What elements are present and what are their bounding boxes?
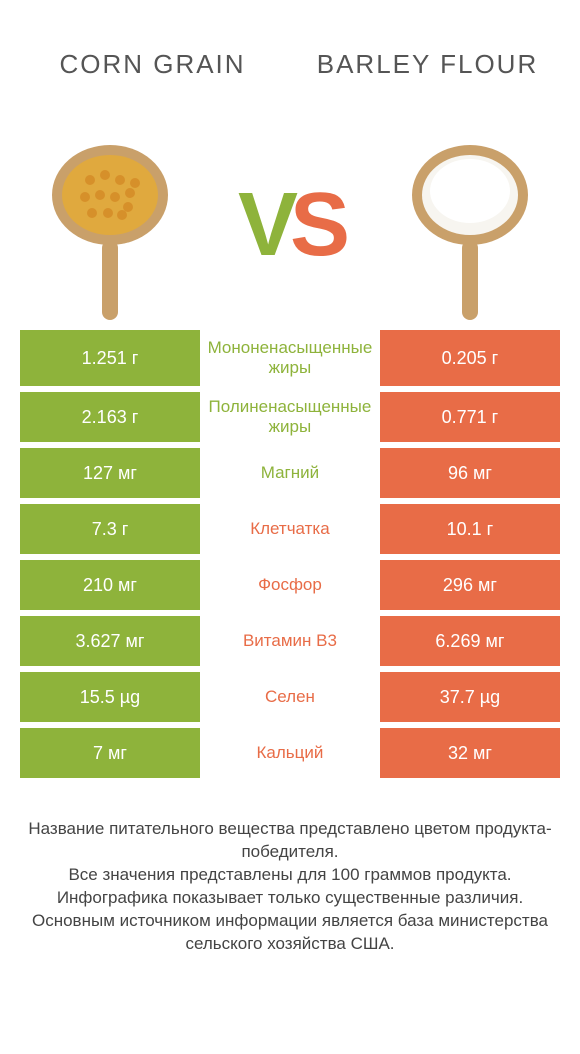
left-product-title: CORN GRAIN bbox=[40, 49, 265, 80]
left-value: 7.3 г bbox=[20, 504, 200, 554]
comparison-table: 1.251 гМононенасыщенные жиры0.205 г2.163… bbox=[20, 330, 560, 778]
left-value: 127 мг bbox=[20, 448, 200, 498]
table-row: 210 мгФосфор296 мг bbox=[20, 554, 560, 610]
right-value: 6.269 мг bbox=[380, 616, 560, 666]
right-product-title: BARLEY FLOUR bbox=[315, 49, 540, 80]
left-value: 2.163 г bbox=[20, 392, 200, 442]
nutrient-name: Кальций bbox=[200, 728, 380, 778]
flour-spoon-image bbox=[390, 125, 550, 325]
right-value: 0.771 г bbox=[380, 392, 560, 442]
left-value: 210 мг bbox=[20, 560, 200, 610]
table-row: 3.627 мгВитамин B36.269 мг bbox=[20, 610, 560, 666]
footer-line-1: Название питательного вещества представл… bbox=[20, 818, 560, 864]
corn-spoon-image bbox=[30, 125, 190, 325]
table-row: 2.163 гПолиненасыщенные жиры0.771 г bbox=[20, 386, 560, 442]
right-value: 37.7 µg bbox=[380, 672, 560, 722]
footer-line-4: Основным источником информации является … bbox=[20, 910, 560, 956]
nutrient-name: Фосфор bbox=[200, 560, 380, 610]
nutrient-name: Магний bbox=[200, 448, 380, 498]
right-value: 96 мг bbox=[380, 448, 560, 498]
table-row: 1.251 гМононенасыщенные жиры0.205 г bbox=[20, 330, 560, 386]
footer-line-2: Все значения представлены для 100 граммо… bbox=[20, 864, 560, 887]
right-value: 0.205 г bbox=[380, 330, 560, 386]
right-value: 10.1 г bbox=[380, 504, 560, 554]
left-value: 15.5 µg bbox=[20, 672, 200, 722]
right-value: 32 мг bbox=[380, 728, 560, 778]
left-value: 1.251 г bbox=[20, 330, 200, 386]
left-value: 7 мг bbox=[20, 728, 200, 778]
nutrient-name: Клетчатка bbox=[200, 504, 380, 554]
vs-v: V bbox=[238, 174, 290, 277]
footer-notes: Название питательного вещества представл… bbox=[0, 778, 580, 956]
nutrient-name: Мононенасыщенные жиры bbox=[200, 330, 380, 386]
footer-line-3: Инфографика показывает только существенн… bbox=[20, 887, 560, 910]
table-row: 7.3 гКлетчатка10.1 г bbox=[20, 498, 560, 554]
nutrient-name: Витамин B3 bbox=[200, 616, 380, 666]
table-row: 7 мгКальций32 мг bbox=[20, 722, 560, 778]
header: CORN GRAIN BARLEY FLOUR bbox=[0, 0, 580, 120]
table-row: 127 мгМагний96 мг bbox=[20, 442, 560, 498]
nutrient-name: Селен bbox=[200, 672, 380, 722]
right-value: 296 мг bbox=[380, 560, 560, 610]
vs-label: VS bbox=[238, 174, 342, 277]
images-row: VS bbox=[0, 120, 580, 330]
vs-s: S bbox=[290, 174, 342, 277]
nutrient-name: Полиненасыщенные жиры bbox=[200, 392, 380, 442]
table-row: 15.5 µgСелен37.7 µg bbox=[20, 666, 560, 722]
left-value: 3.627 мг bbox=[20, 616, 200, 666]
